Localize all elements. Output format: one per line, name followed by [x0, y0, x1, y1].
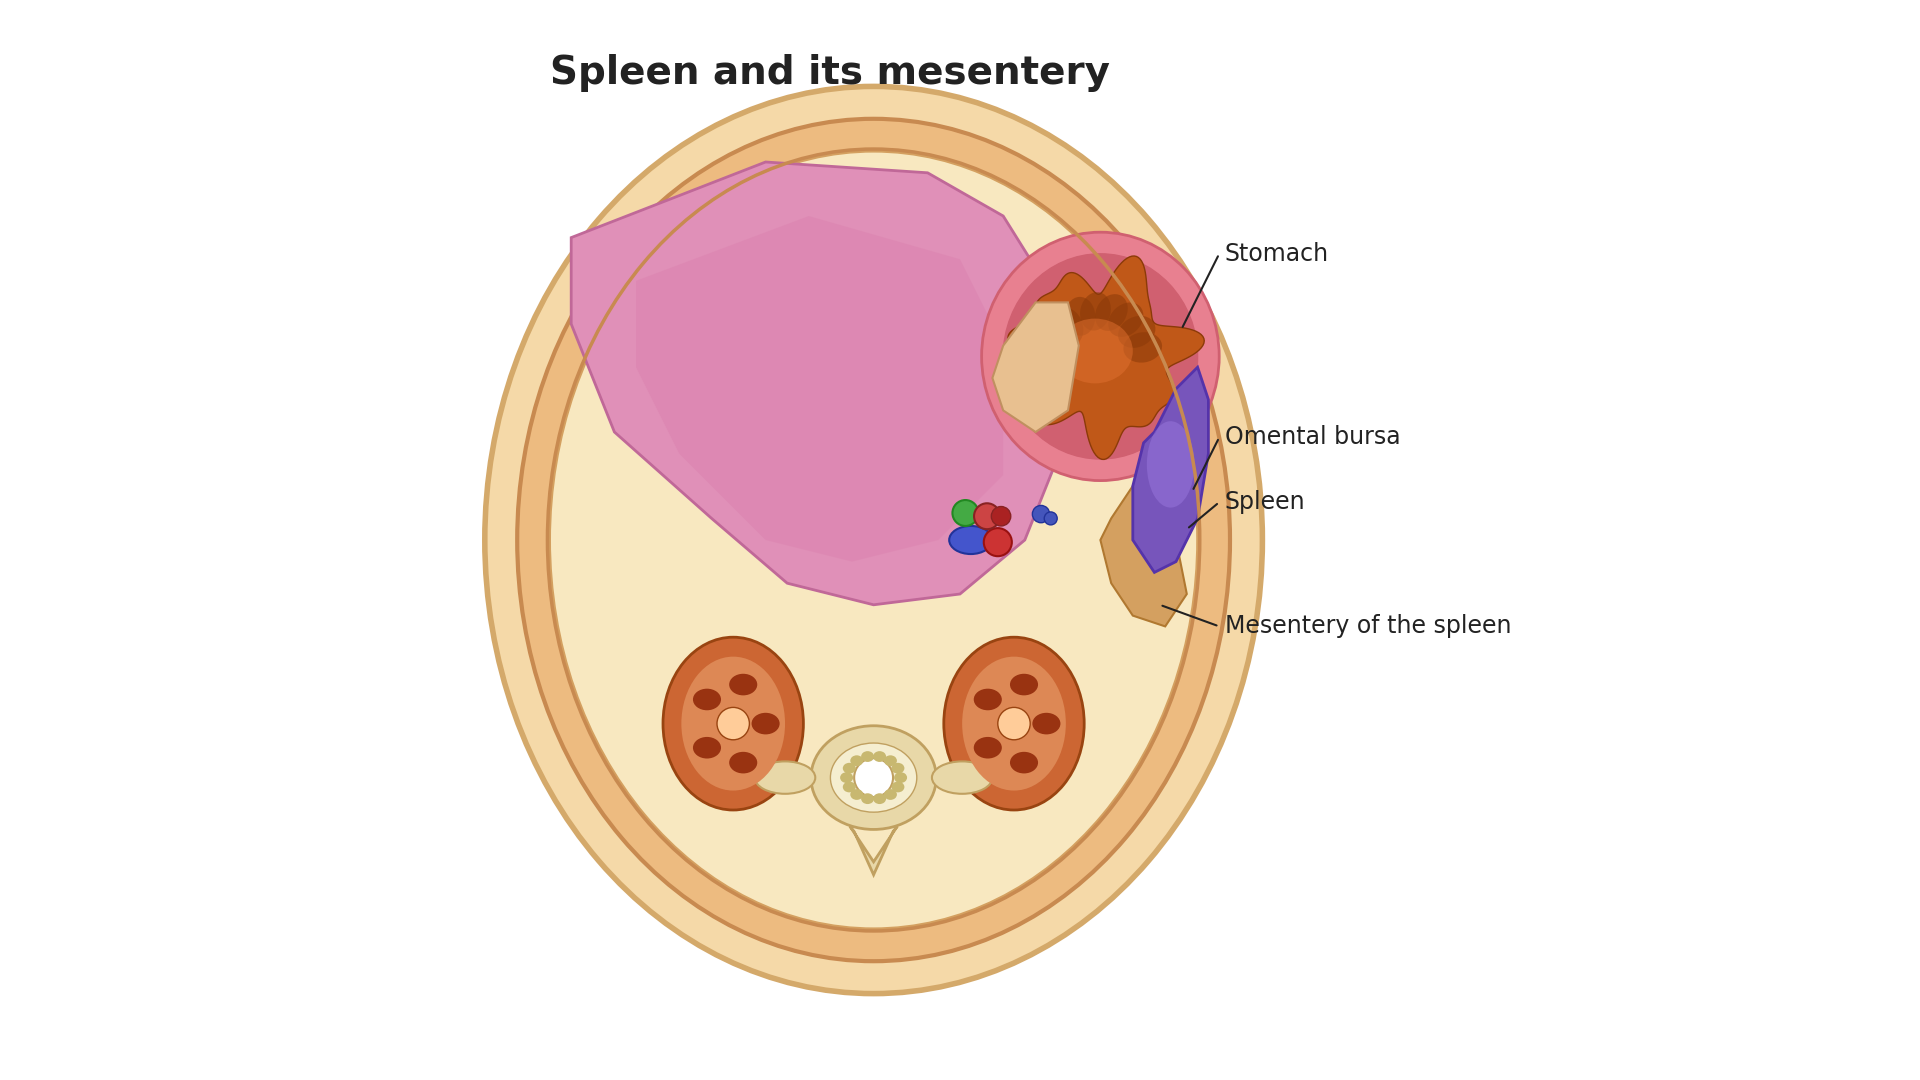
Ellipse shape [730, 752, 756, 773]
Ellipse shape [810, 726, 937, 829]
Ellipse shape [1081, 292, 1112, 330]
Text: Mesentery of the spleen: Mesentery of the spleen [1225, 615, 1511, 638]
Ellipse shape [945, 637, 1085, 810]
Ellipse shape [981, 232, 1219, 481]
Ellipse shape [1066, 297, 1094, 336]
Ellipse shape [843, 782, 856, 793]
Ellipse shape [991, 507, 1010, 526]
Ellipse shape [662, 637, 803, 810]
Ellipse shape [716, 707, 749, 740]
Ellipse shape [983, 528, 1012, 556]
Ellipse shape [549, 151, 1198, 929]
Ellipse shape [730, 674, 756, 696]
Text: Omental bursa: Omental bursa [1225, 426, 1400, 449]
Ellipse shape [874, 752, 887, 762]
Ellipse shape [854, 758, 893, 797]
Ellipse shape [1117, 315, 1156, 348]
Ellipse shape [682, 657, 785, 791]
Ellipse shape [484, 86, 1263, 994]
Ellipse shape [843, 762, 856, 773]
Ellipse shape [948, 526, 993, 554]
Ellipse shape [931, 761, 993, 794]
Polygon shape [993, 302, 1079, 432]
Ellipse shape [891, 762, 904, 773]
Polygon shape [851, 826, 897, 875]
Ellipse shape [1052, 308, 1083, 346]
Ellipse shape [860, 752, 874, 762]
Ellipse shape [973, 503, 1000, 529]
Polygon shape [1100, 486, 1187, 626]
Ellipse shape [1044, 512, 1058, 525]
Ellipse shape [1146, 421, 1194, 508]
Text: Spleen and its mesentery: Spleen and its mesentery [551, 54, 1110, 92]
Ellipse shape [891, 782, 904, 793]
Ellipse shape [516, 119, 1231, 961]
Ellipse shape [693, 689, 722, 711]
Ellipse shape [883, 789, 897, 800]
Ellipse shape [1010, 674, 1039, 696]
Text: Stomach: Stomach [1225, 242, 1329, 266]
Ellipse shape [851, 755, 864, 766]
Ellipse shape [962, 657, 1066, 791]
Ellipse shape [841, 772, 852, 783]
Ellipse shape [1043, 323, 1077, 360]
Ellipse shape [998, 707, 1031, 740]
Polygon shape [572, 162, 1068, 605]
Ellipse shape [973, 737, 1002, 758]
Ellipse shape [860, 793, 874, 804]
Text: Spleen: Spleen [1225, 490, 1306, 514]
Ellipse shape [1033, 713, 1060, 734]
Ellipse shape [829, 743, 918, 812]
Polygon shape [1008, 256, 1204, 459]
Ellipse shape [874, 793, 887, 804]
Ellipse shape [1010, 752, 1039, 773]
Polygon shape [1133, 367, 1208, 572]
Ellipse shape [1033, 505, 1050, 523]
Ellipse shape [1094, 294, 1127, 330]
Ellipse shape [1002, 254, 1198, 459]
Ellipse shape [883, 755, 897, 766]
Ellipse shape [1108, 302, 1144, 337]
Ellipse shape [851, 789, 864, 800]
Ellipse shape [755, 761, 816, 794]
Ellipse shape [973, 689, 1002, 711]
Ellipse shape [895, 772, 906, 783]
Ellipse shape [751, 713, 780, 734]
Ellipse shape [952, 500, 979, 526]
Polygon shape [636, 216, 1002, 562]
Ellipse shape [1058, 319, 1133, 383]
Ellipse shape [1123, 333, 1162, 363]
Ellipse shape [693, 737, 722, 758]
